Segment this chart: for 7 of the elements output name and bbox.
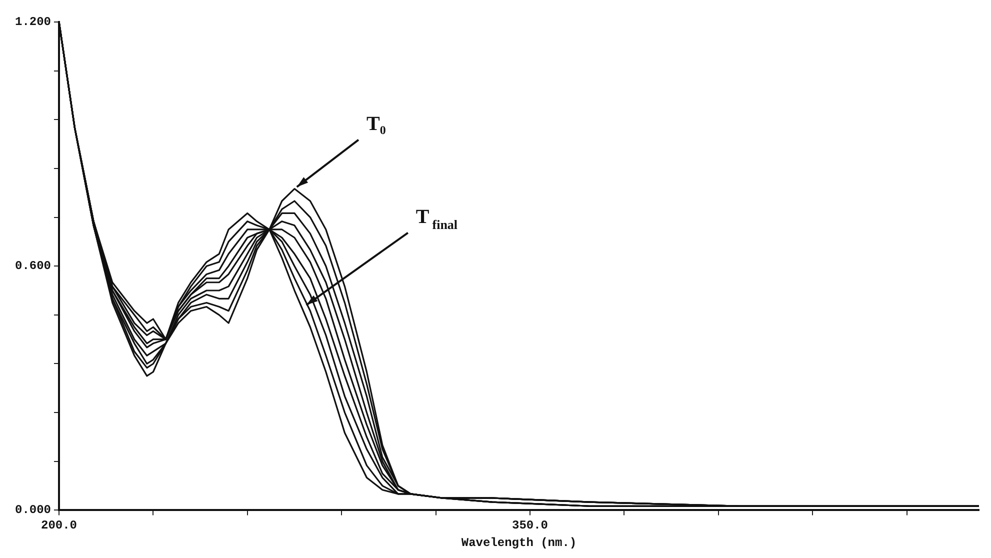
y-tick-label: 0.000 — [14, 503, 52, 518]
x-axis-title: Wavelength (nm.) — [461, 536, 577, 550]
x-tick-label: 350.0 — [512, 518, 548, 532]
y-tick-label: 1.200 — [14, 15, 52, 30]
annotation: T₀ — [366, 112, 386, 135]
x-tick-label: 200.0 — [41, 518, 78, 532]
y-tick-label: 0.600 — [14, 259, 52, 274]
